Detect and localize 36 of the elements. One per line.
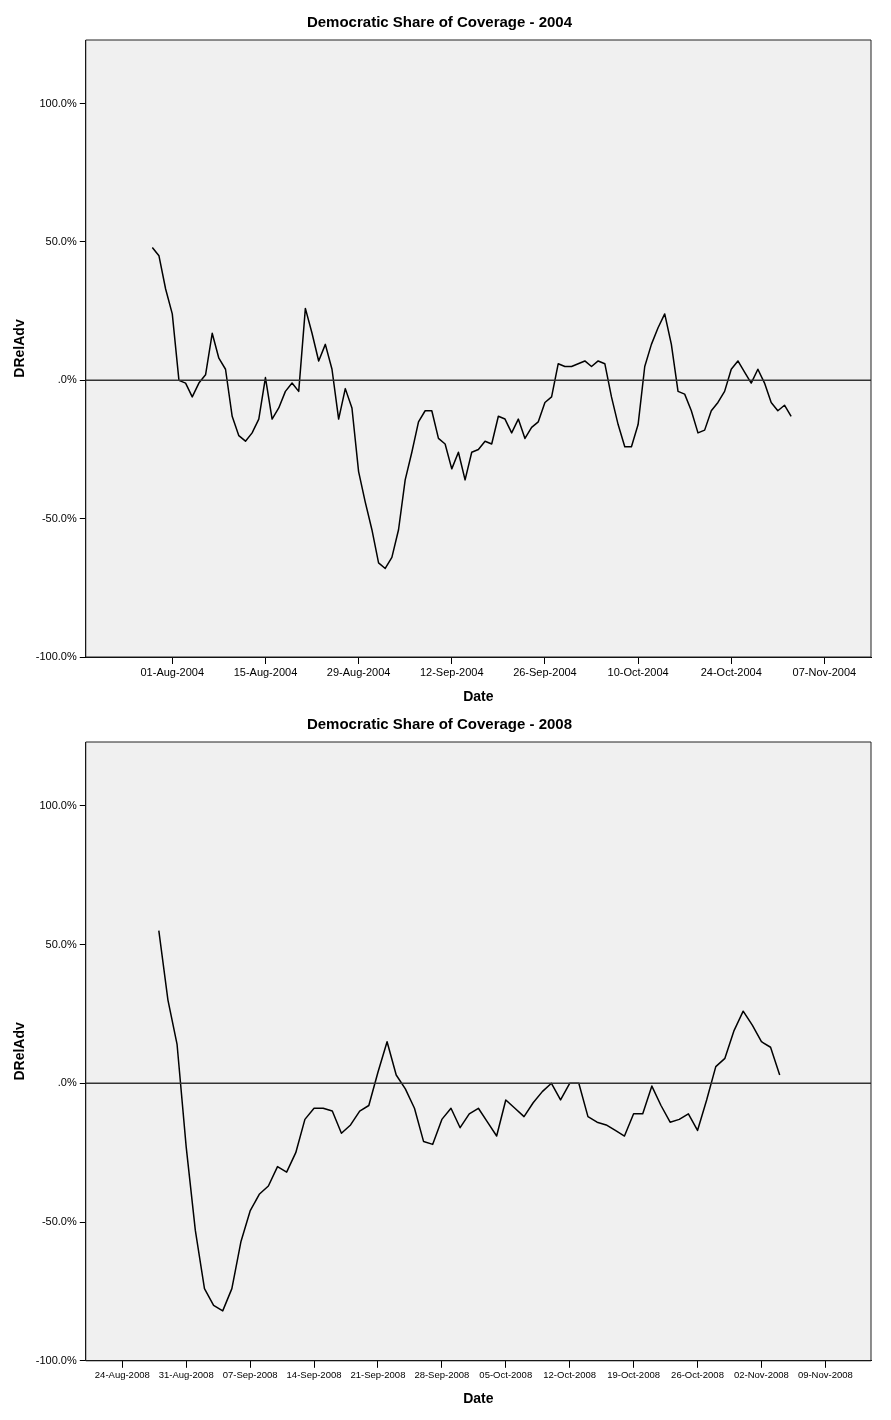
x-tick-label: 19-Oct-2008	[607, 1369, 661, 1381]
x-tick-label: 12-Sep-2004	[419, 665, 484, 678]
y-tick-label: .0%	[57, 1076, 77, 1089]
x-tick-label: 14-Sep-2008	[286, 1369, 342, 1381]
y-tick-label: -50.0%	[41, 1215, 77, 1228]
y-tick-label: .0%	[57, 373, 77, 386]
y-tick-label: -50.0%	[41, 511, 77, 524]
x-tick-label: 21-Sep-2008	[350, 1369, 406, 1381]
y-axis-title: DRelAdv	[11, 319, 28, 378]
x-tick-label: 07-Nov-2004	[792, 665, 857, 678]
x-tick-label: 24-Oct-2004	[700, 665, 762, 678]
x-axis-title: Date	[463, 688, 494, 705]
x-tick-label: 02-Nov-2008	[733, 1369, 789, 1381]
x-tick-label: 28-Sep-2008	[414, 1369, 470, 1381]
x-tick-label: 07-Sep-2008	[222, 1369, 278, 1381]
x-tick-label: 09-Nov-2008	[797, 1369, 853, 1381]
y-tick-label: 50.0%	[45, 937, 77, 950]
y-tick-label: 50.0%	[45, 235, 77, 248]
y-tick-label: -100.0%	[35, 1353, 77, 1366]
x-tick-label: 05-Oct-2008	[479, 1369, 533, 1381]
y-tick-label: -100.0%	[35, 650, 77, 663]
x-axis-title: Date	[463, 1390, 494, 1407]
y-tick-label: 100.0%	[39, 798, 77, 811]
x-tick-label: 10-Oct-2004	[607, 665, 669, 678]
x-tick-label: 24-Aug-2008	[94, 1369, 150, 1381]
x-tick-label: 12-Oct-2008	[543, 1369, 597, 1381]
x-tick-label: 26-Sep-2004	[513, 665, 577, 678]
x-tick-label: 01-Aug-2004	[140, 665, 205, 678]
chart-title: Democratic Share of Coverage - 2004	[306, 13, 573, 31]
chart-title: Democratic Share of Coverage - 2008	[306, 715, 573, 733]
y-tick-label: 100.0%	[39, 96, 77, 109]
x-tick-label: 15-Aug-2004	[233, 665, 298, 678]
x-tick-label: 26-Oct-2008	[671, 1369, 724, 1381]
x-tick-label: 29-Aug-2004	[326, 665, 391, 678]
x-tick-label: 31-Aug-2008	[158, 1369, 214, 1381]
y-axis-title: DRelAdv	[11, 1022, 28, 1081]
